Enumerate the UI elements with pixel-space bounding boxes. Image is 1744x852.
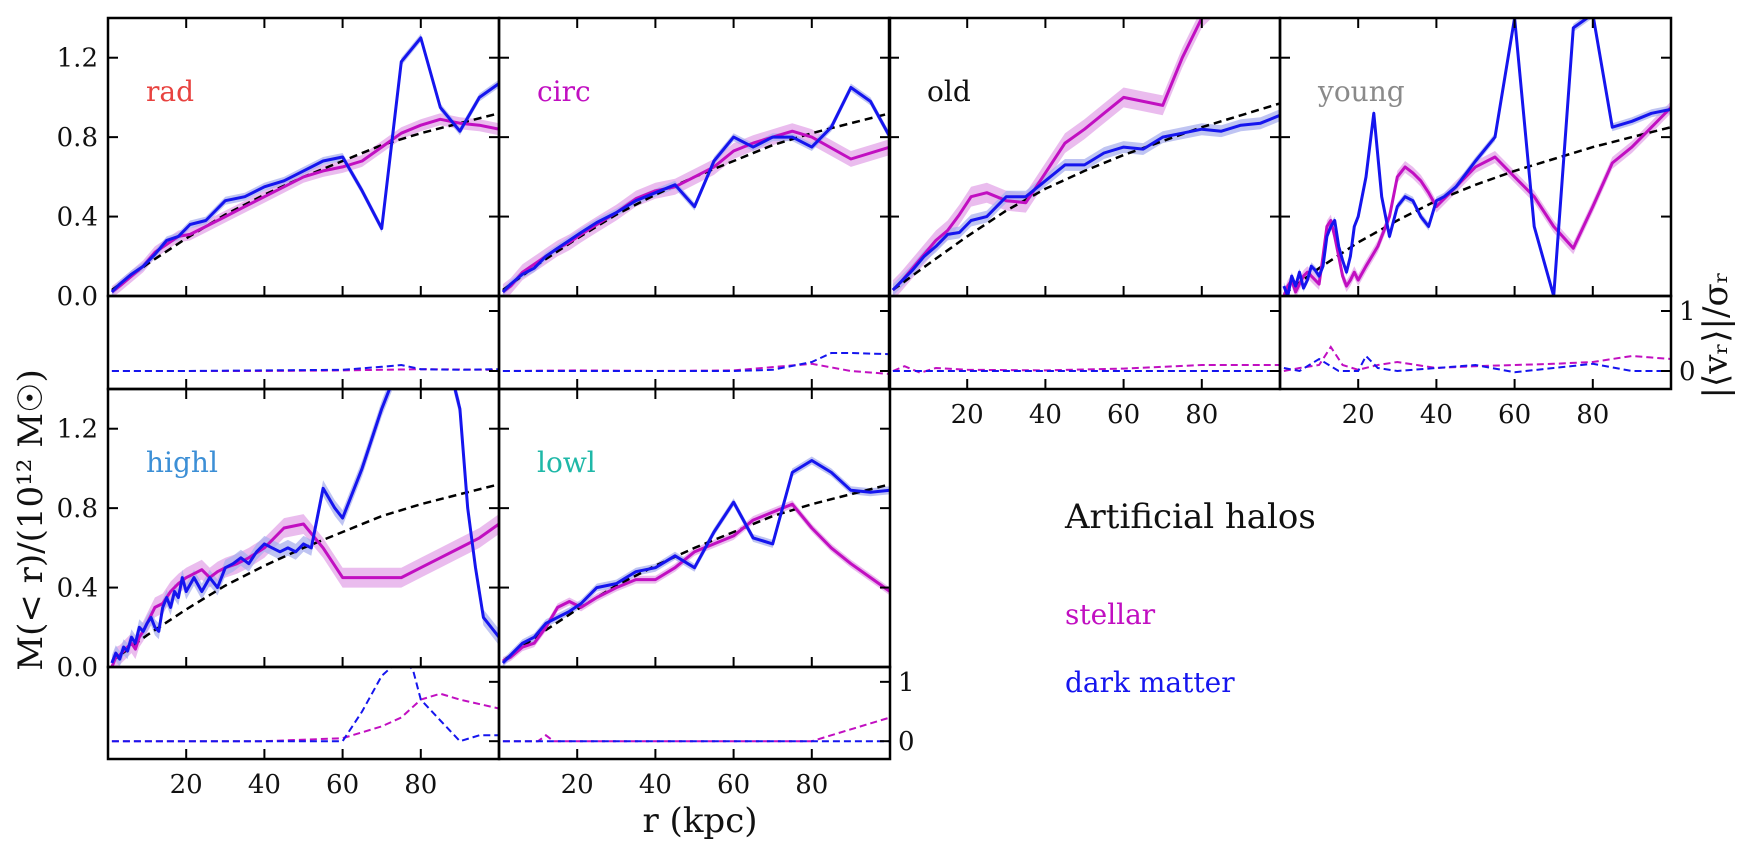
panel-highl-plot-area (110, 389, 499, 667)
frame-main-rad (106, 16, 501, 298)
y2tick-label-young: 0 (1679, 357, 1696, 387)
xtick-label-highl: 20 (170, 770, 203, 800)
model-curve-rad (111, 112, 499, 292)
ytick-label-rad: 0.8 (57, 123, 98, 153)
stellar-band-old (892, 18, 1212, 296)
panel-label-lowl: lowl (537, 446, 596, 479)
y2tick-label-lowl: 0 (898, 727, 915, 757)
model-curve-young (1283, 125, 1671, 296)
dm-line-lowl (501, 459, 890, 665)
xtick-label-lowl: 40 (639, 770, 672, 800)
xtick-label-lowl: 60 (717, 770, 750, 800)
xtick-label-highl: 80 (404, 770, 437, 800)
xtick-label-young: 80 (1576, 400, 1609, 430)
stellar-line-lowl (502, 502, 890, 663)
dm-line-young (1282, 18, 1671, 296)
panel-young: 20 40 60 80 0 1 young (1278, 16, 1696, 430)
dm-ratio-highl (111, 667, 499, 743)
panel-label-circ: circ (537, 75, 591, 108)
ytick-label-rad: 0.0 (57, 282, 98, 312)
xtick-label-old: 40 (1029, 400, 1062, 430)
stellar-ratio-old (892, 364, 1280, 374)
xtick-label-highl: 60 (326, 770, 359, 800)
dm-band-circ (502, 83, 890, 296)
frame-ratio-circ (497, 294, 892, 391)
ytick-label-rad: 1.2 (57, 44, 98, 74)
panel-young-ratio-area (1283, 345, 1671, 374)
y2-axis-label: |⟨vᵣ⟩|/σᵣ (1696, 272, 1736, 399)
frame-ratio-old (887, 294, 1282, 391)
panel-rad: 0.0 0.4 0.8 1.2 rad (57, 16, 501, 391)
panel-old: 20 40 60 80 old (887, 16, 1282, 430)
legend-stellar: stellar (1065, 598, 1156, 631)
xtick-label-highl: 40 (248, 770, 281, 800)
xtick-label-old: 20 (951, 400, 984, 430)
dm-line-old (891, 113, 1280, 292)
panel-lowl: 20 40 60 80 0 1 lowl (497, 387, 915, 800)
ytick-label-highl: 1.2 (57, 415, 98, 445)
x-axis-label: r (kpc) (643, 801, 758, 841)
frame-ratio-lowl (497, 665, 892, 761)
xtick-label-young: 60 (1498, 400, 1531, 430)
ytick-label-highl: 0.4 (57, 574, 98, 604)
dm-line-circ (501, 86, 890, 294)
panel-circ-ratio-area (502, 352, 890, 375)
panel-lowl-ratio-area (502, 716, 890, 743)
stellar-band-lowl (502, 500, 890, 665)
ytick-label-highl: 0.0 (57, 653, 98, 683)
model-curve-highl (111, 483, 499, 663)
panel-rad-plot-area (110, 33, 499, 296)
panel-circ-plot-area (501, 83, 890, 296)
panel-rad-ratio-area (111, 363, 499, 372)
y-axis-label: M(< r)/(10¹² M☉) (11, 369, 51, 671)
stellar-ratio-highl (111, 692, 499, 743)
xtick-label-young: 40 (1420, 400, 1453, 430)
legend-title: Artificial halos (1064, 497, 1316, 537)
dm-ratio-circ (502, 352, 890, 372)
y2tick-label-lowl: 1 (898, 668, 915, 698)
frame-ratio-young (1278, 294, 1673, 391)
panel-highl: 0.0 0.4 0.8 1.2 20 40 60 80 highl (57, 387, 501, 800)
frame-main-lowl (497, 387, 892, 669)
panel-young-plot-area (1282, 18, 1671, 296)
xtick-label-old: 80 (1185, 400, 1218, 430)
dm-line-highl (110, 389, 499, 664)
panels-layer: 0.0 0.4 0.8 1.2 rad circ 20 40 60 80 old 20 40 60 80 0 1… (57, 16, 1696, 800)
dm-band-old (892, 109, 1280, 296)
panel-label-highl: highl (146, 446, 218, 479)
xtick-label-lowl: 20 (561, 770, 594, 800)
panel-label-young: young (1317, 75, 1405, 108)
dm-ratio-young (1283, 354, 1671, 374)
dm-ratio-rad (111, 363, 499, 372)
panel-label-old: old (927, 75, 971, 108)
stellar-band-rad (111, 113, 499, 296)
frame-main-old (887, 16, 1282, 298)
stellar-ratio-lowl (502, 716, 890, 743)
panel-lowl-plot-area (501, 456, 890, 667)
model-curve-lowl (502, 483, 890, 663)
y2tick-label-young: 1 (1679, 297, 1696, 327)
ytick-label-rad: 0.4 (57, 203, 98, 233)
dm-line-rad (110, 36, 499, 294)
panel-old-plot-area (891, 18, 1280, 296)
model-curve-old (892, 102, 1280, 292)
xtick-label-lowl: 80 (795, 770, 828, 800)
panel-highl-ratio-area (111, 667, 499, 743)
panel-circ: circ (497, 16, 892, 391)
frame-ratio-rad (106, 294, 501, 391)
stellar-line-young (1282, 106, 1671, 296)
stellar-line-rad (110, 117, 499, 294)
dm-band-highl (111, 389, 499, 667)
stellar-ratio-young (1283, 345, 1671, 372)
panel-label-rad: rad (146, 75, 194, 108)
legend-dark-matter: dark matter (1065, 666, 1235, 699)
ytick-label-highl: 0.8 (57, 494, 98, 524)
xtick-label-old: 60 (1107, 400, 1140, 430)
frame-ratio-highl (106, 665, 501, 761)
stellar-ratio-circ (502, 362, 890, 375)
xtick-label-young: 20 (1342, 400, 1375, 430)
dm-band-rad (111, 33, 499, 296)
panel-old-ratio-area (892, 364, 1280, 374)
